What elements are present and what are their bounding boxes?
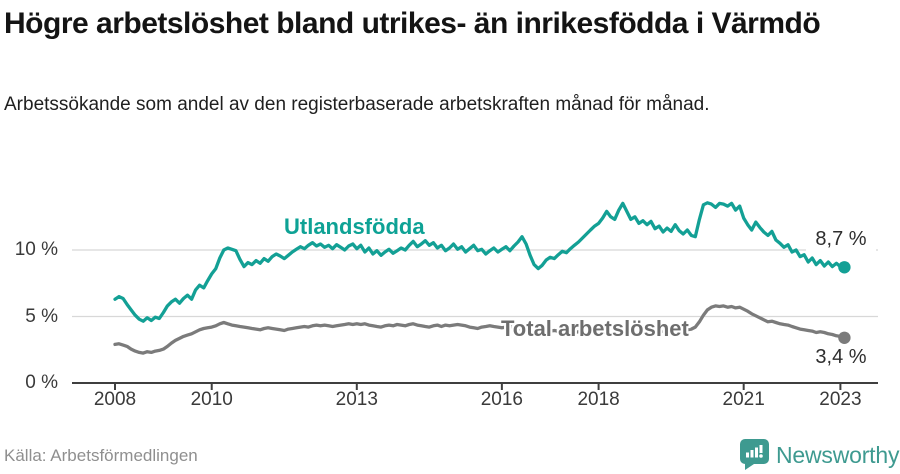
newsworthy-bubble-icon bbox=[740, 439, 769, 470]
chart-title: Högre arbetslöshet bland utrikes- än inr… bbox=[4, 7, 821, 40]
newsworthy-logo-text: Newsworthy bbox=[776, 441, 900, 468]
x-tick-label-2016: 2016 bbox=[480, 389, 524, 410]
series-line-1 bbox=[113, 304, 847, 355]
series-lines bbox=[113, 201, 851, 355]
x-tick-label-2021: 2021 bbox=[722, 389, 765, 410]
series-label-utlandsfodda: Utlandsfödda bbox=[284, 214, 425, 239]
source-note: Källa: Arbetsförmedlingen bbox=[4, 446, 198, 465]
series-line-0 bbox=[113, 201, 847, 323]
series-label-total: Total arbetslöshet bbox=[501, 316, 689, 341]
x-tick-label-2018: 2018 bbox=[577, 389, 620, 410]
gridlines bbox=[72, 249, 878, 318]
newsworthy-logo[interactable]: Newsworthy bbox=[740, 439, 899, 470]
x-axis-ticks bbox=[114, 384, 842, 390]
x-tick-label-2013: 2013 bbox=[335, 389, 378, 410]
y-tick-label-10: 10 % bbox=[14, 239, 58, 260]
x-tick-label-2023: 2023 bbox=[819, 389, 862, 410]
y-tick-label-5: 5 % bbox=[25, 305, 58, 327]
x-tick-label-2010: 2010 bbox=[190, 389, 233, 410]
x-tick-label-2008: 2008 bbox=[93, 389, 137, 410]
end-value-utlandsfodda: 8,7 % bbox=[806, 228, 876, 251]
end-value-total: 3,4 % bbox=[806, 346, 876, 369]
y-tick-label-0: 0 % bbox=[25, 372, 58, 393]
series-end-dot-1 bbox=[838, 331, 851, 344]
series-end-dot-0 bbox=[838, 261, 851, 274]
chart-subtitle: Arbetssökande som andel av den registerb… bbox=[4, 94, 710, 115]
